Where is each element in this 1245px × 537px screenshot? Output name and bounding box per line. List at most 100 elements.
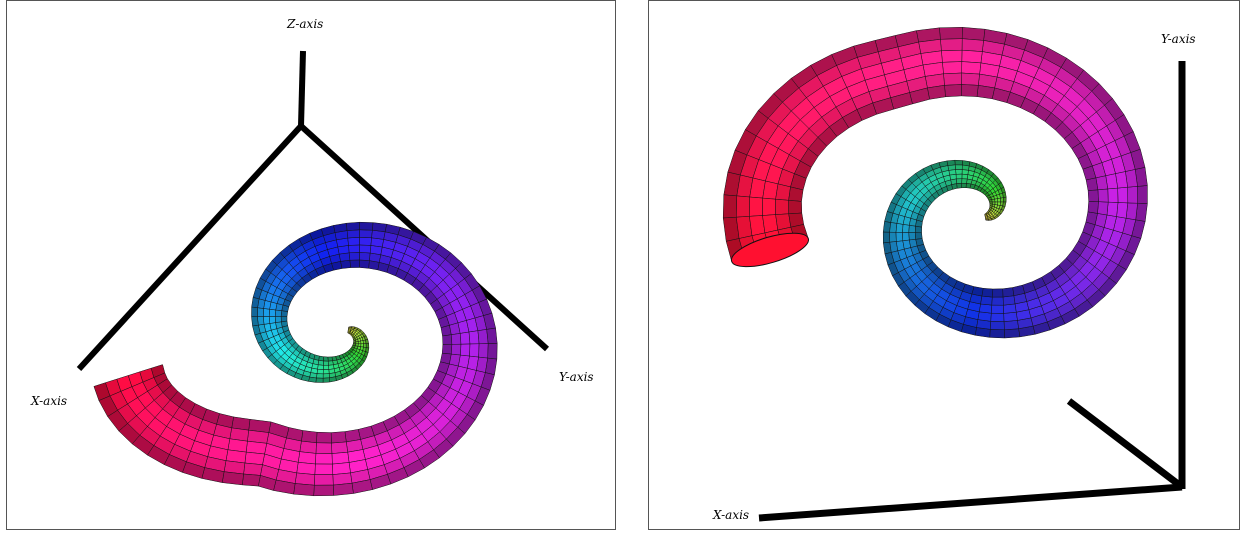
tube-facet xyxy=(965,183,972,189)
tube-facet xyxy=(485,357,498,376)
tube-facet xyxy=(961,173,969,180)
left-view-panel: Z-axis X-axis Y-axis xyxy=(6,0,616,530)
tube-facet xyxy=(297,451,317,465)
tube-facet xyxy=(955,169,963,175)
tube-facet xyxy=(775,198,789,215)
tube-facet xyxy=(990,312,1005,322)
tube-facet xyxy=(243,462,263,476)
tube-facet xyxy=(1087,201,1099,214)
tube-facet xyxy=(961,84,979,97)
tube-facet xyxy=(749,196,763,217)
tube-facet xyxy=(1117,186,1129,204)
tube-facet xyxy=(317,360,324,366)
tube-facet xyxy=(944,84,962,98)
tube-facet xyxy=(976,85,995,100)
tube-facet xyxy=(992,288,1004,298)
tube-facet xyxy=(331,451,350,465)
y-axis-label: Y-axis xyxy=(559,370,594,384)
tube-facet xyxy=(317,364,324,370)
tube-facet xyxy=(943,72,962,86)
tube-facet xyxy=(914,225,922,234)
tube-facet xyxy=(315,442,333,454)
tube-facet xyxy=(927,85,946,100)
z-axis-label: Z-axis xyxy=(286,17,323,31)
tube-facet xyxy=(966,178,973,185)
tube-facet xyxy=(895,223,904,233)
tube-facet xyxy=(280,316,288,323)
tube-facet xyxy=(355,341,359,345)
tube-facet xyxy=(889,222,898,233)
tube-facet xyxy=(327,360,334,366)
tube-facet xyxy=(722,194,738,219)
tube-facet xyxy=(315,453,333,465)
tube-facet xyxy=(251,316,259,327)
tube-facet xyxy=(299,440,317,454)
tube-facet xyxy=(762,214,779,234)
tube-facet xyxy=(762,197,776,216)
tube-facet xyxy=(477,329,489,345)
tube-facet xyxy=(1107,187,1119,203)
tube-facet xyxy=(1097,188,1109,203)
tube-facet xyxy=(889,231,897,243)
tube-facet xyxy=(788,200,803,215)
tube-facet xyxy=(330,431,347,444)
tube-facet xyxy=(908,232,916,241)
tube-facet xyxy=(961,169,969,175)
tube-facet xyxy=(940,38,963,52)
tube-facet xyxy=(451,333,462,345)
left-3d-view: Z-axis X-axis Y-axis xyxy=(30,17,594,497)
tube-facet xyxy=(961,72,980,86)
tube-facet xyxy=(221,471,244,486)
tube-facet xyxy=(327,356,333,362)
tube-facet xyxy=(1004,328,1021,339)
tube-facet xyxy=(316,373,324,379)
tube-facet xyxy=(961,182,967,189)
tube-facet xyxy=(296,462,316,475)
tube-facet xyxy=(460,343,471,357)
tube-facet xyxy=(322,373,330,379)
tube-facet xyxy=(359,237,372,246)
tube-facet xyxy=(348,244,360,254)
tube-facet xyxy=(961,178,968,184)
tube-facet xyxy=(348,252,360,261)
tube-facet xyxy=(971,286,984,297)
tube-facet xyxy=(315,377,324,383)
tube-facet xyxy=(977,311,992,322)
tube-facet xyxy=(268,316,276,324)
tube-facet xyxy=(323,356,329,362)
tube-facet xyxy=(981,288,994,298)
tube-facet xyxy=(257,307,264,317)
tube-facet xyxy=(1003,311,1018,322)
tube-facet xyxy=(902,232,910,242)
tube-facet xyxy=(441,344,453,355)
right-view-panel: Y-axis X-axis xyxy=(648,0,1240,530)
tube-facet xyxy=(991,304,1004,314)
tube-facet xyxy=(263,316,271,325)
tube-facet xyxy=(749,215,766,237)
tube-facet xyxy=(1003,320,1019,331)
tube-facet xyxy=(961,49,983,64)
tube-facet xyxy=(359,229,373,239)
tube-facet xyxy=(1003,196,1007,203)
tube-facet xyxy=(242,473,261,487)
tube-facet xyxy=(979,303,993,314)
tube-facet xyxy=(459,331,471,345)
tube-facet xyxy=(333,482,354,496)
tube-facet xyxy=(775,183,791,201)
tube-facet xyxy=(980,295,993,306)
tube-facet xyxy=(736,195,750,218)
tube-facet xyxy=(93,382,111,401)
x-axis-line xyxy=(758,483,1183,522)
tube-facet xyxy=(991,296,1004,306)
tube-facet xyxy=(313,484,334,497)
tube-facet xyxy=(902,224,910,233)
tube-facet xyxy=(359,252,371,261)
tube-end-cap xyxy=(730,232,809,268)
tube-facet xyxy=(1085,211,1098,226)
tube-facet xyxy=(1106,201,1119,217)
tube-facet xyxy=(914,232,923,240)
tube-facet xyxy=(895,232,904,242)
tube-facet xyxy=(994,201,999,206)
spiral-tube-left xyxy=(93,221,498,497)
tube-facet xyxy=(251,296,260,308)
